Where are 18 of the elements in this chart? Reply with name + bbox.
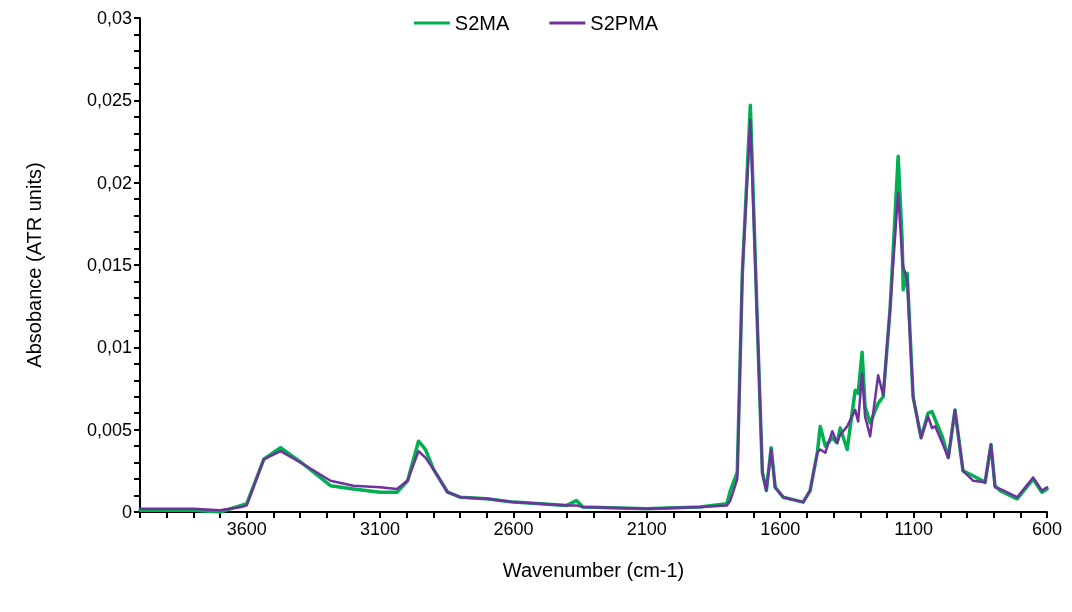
x-tick-label: 3100 xyxy=(360,519,401,539)
x-tick-label: 1100 xyxy=(894,519,933,539)
y-tick-label: 0 xyxy=(121,502,132,522)
y-tick-label: 0,03 xyxy=(96,8,132,28)
y-tick-label: 0,005 xyxy=(86,419,132,440)
x-tick-label: 2600 xyxy=(493,519,534,539)
y-axis-title: Absobance (ATR units) xyxy=(23,162,45,368)
x-tick-label: 1600 xyxy=(760,519,801,539)
y-tick-label: 0,015 xyxy=(86,255,132,275)
legend-label: S2MA xyxy=(454,12,510,34)
y-tick-label: 0,02 xyxy=(96,172,132,193)
x-axis-title: Wavenumber (cm-1) xyxy=(502,559,685,581)
x-tick-label: 2100 xyxy=(626,519,667,539)
legend-label: S2PMA xyxy=(590,12,659,34)
y-tick-label: 0,025 xyxy=(86,90,132,111)
y-tick-label: 0,01 xyxy=(96,337,132,358)
x-tick-label: 3600 xyxy=(226,519,267,539)
x-tick-label: 600 xyxy=(1031,519,1063,539)
